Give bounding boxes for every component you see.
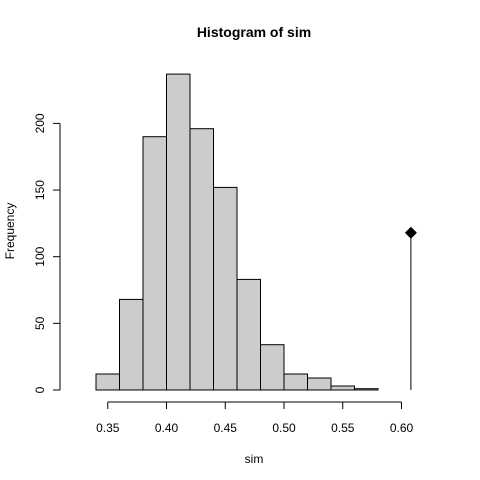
chart-title: Histogram of sim [197,24,311,40]
x-axis: 0.35 0.40 0.45 0.50 0.55 0.60 [96,401,414,435]
x-tick-label: 0.35 [96,421,120,435]
y-tick-label: 0 [33,386,47,393]
y-axis: 0 50 100 150 200 [33,113,61,393]
histogram-bar [119,298,144,391]
x-tick-label: 0.40 [155,421,179,435]
histogram-bar [354,388,379,391]
histogram-bar [330,385,355,391]
y-axis-label: Frequency [3,203,17,260]
histogram-bar [236,278,261,391]
x-tick-label: 0.60 [390,421,414,435]
observed-value-marker [404,226,417,390]
observed-diamond [404,226,417,239]
y-tick-label: 150 [33,180,47,200]
histogram-bar [142,136,167,391]
y-tick-label: 50 [33,316,47,330]
x-tick-label: 0.55 [331,421,355,435]
y-tick-label: 100 [33,246,47,266]
histogram-bar [95,373,120,391]
histogram-bars [95,73,379,391]
y-tick-label: 200 [33,113,47,133]
x-axis-label: sim [245,452,264,466]
x-tick-label: 0.45 [214,421,238,435]
histogram-bar [307,377,332,391]
histogram-bar [189,128,214,391]
histogram-bar [213,186,238,391]
histogram-bar [260,344,285,391]
x-tick-label: 0.50 [272,421,296,435]
histogram-bar [283,373,308,391]
histogram-bar [166,73,191,391]
